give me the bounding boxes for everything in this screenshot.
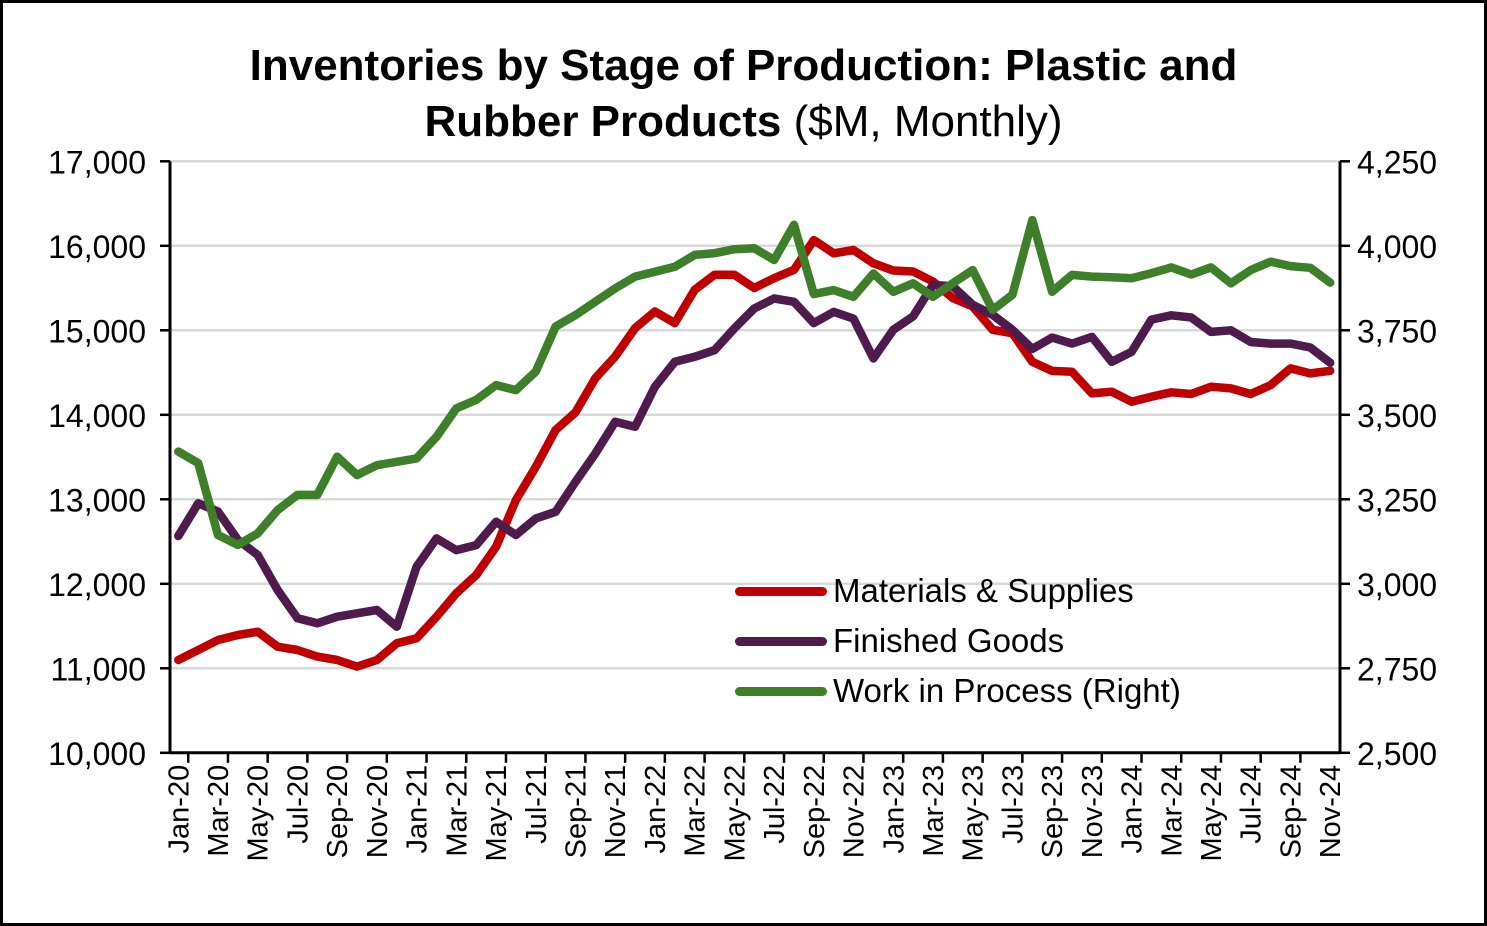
left-y-tick-label: 13,000: [48, 482, 146, 518]
left-y-tick-label: 16,000: [48, 229, 146, 265]
series-lines: [174, 215, 1335, 671]
x-tick-label: Nov-20: [362, 765, 394, 859]
x-tick-label: Mar-22: [680, 765, 712, 857]
left-y-tick-label: 11,000: [51, 651, 147, 687]
x-tick-label: Nov-21: [600, 765, 632, 859]
x-tick-label: May-22: [719, 765, 751, 862]
x-axis-labels: Jan-20 Mar-20 May-20 Jul-20 Sep-20 Nov-20 Jan-…: [163, 765, 1347, 862]
x-tick-label: Jan-24: [1117, 765, 1149, 854]
axes: [160, 160, 1350, 763]
x-tick-label: Jul-24: [1236, 765, 1268, 844]
legend-item-finished-goods: Finished Goods: [735, 616, 1181, 666]
x-tick-label: Jan-21: [402, 765, 434, 854]
right-y-axis-labels: 2,500 2,750 3,000 3,250 3,500 3,750 4,000 4,250: [1357, 144, 1437, 772]
legend-label: Materials & Supplies: [833, 572, 1134, 609]
x-tick-label: Sep-21: [561, 765, 593, 859]
legend-item-work-in-process: Work in Process (Right): [735, 666, 1181, 716]
legend: Materials & Supplies Finished Goods Work…: [735, 566, 1181, 716]
x-tick-label: Jan-23: [878, 765, 910, 854]
legend-swatch-purple: [735, 636, 827, 646]
legend-item-materials-supplies: Materials & Supplies: [735, 566, 1181, 616]
legend-swatch-green: [735, 686, 827, 696]
left-y-axis-labels: 10,000 11,000 12,000 13,000 14,000 15,000 16,0…: [48, 144, 147, 772]
x-tick-label: Mar-24: [1156, 765, 1188, 857]
x-tick-label: Mar-23: [918, 765, 950, 857]
legend-label: Work in Process (Right): [833, 672, 1181, 709]
x-tick-label: Jan-20: [163, 765, 195, 854]
series-line-work-in-process-right-: [174, 215, 1335, 550]
legend-swatch-red: [735, 586, 827, 596]
left-y-tick-label: 12,000: [48, 567, 146, 603]
left-y-tick-label: 14,000: [48, 398, 146, 434]
x-tick-label: May-20: [243, 765, 275, 862]
x-tick-label: Jul-20: [282, 765, 314, 844]
x-tick-label: Sep-22: [799, 765, 831, 859]
x-tick-label: May-24: [1196, 765, 1228, 862]
right-y-tick-label: 3,500: [1357, 398, 1437, 434]
x-tick-label: Nov-23: [1077, 765, 1109, 859]
x-tick-label: Jul-23: [997, 765, 1029, 844]
left-y-tick-label: 10,000: [48, 736, 146, 772]
x-tick-label: Mar-20: [203, 765, 235, 857]
right-y-tick-label: 4,000: [1357, 229, 1437, 265]
chart-subtitle: ($M, Monthly): [793, 97, 1063, 146]
right-y-tick-label: 4,250: [1357, 144, 1437, 180]
x-tick-label: Jul-21: [521, 765, 553, 844]
chart-title-line2: Rubber Products ($M, Monthly): [0, 94, 1487, 150]
right-y-tick-label: 2,750: [1357, 651, 1437, 687]
right-y-tick-label: 2,500: [1357, 736, 1437, 772]
left-y-tick-label: 17,000: [48, 144, 146, 180]
x-tick-label: Nov-24: [1315, 765, 1347, 859]
x-tick-label: Jul-22: [759, 765, 791, 844]
x-tick-label: Sep-24: [1275, 765, 1307, 859]
left-y-tick-label: 15,000: [48, 313, 146, 349]
series-line-materials-supplies: [174, 235, 1335, 671]
right-y-tick-label: 3,250: [1357, 482, 1437, 518]
x-tick-label: Mar-21: [441, 765, 473, 857]
right-y-tick-label: 3,000: [1357, 567, 1437, 603]
chart-title-bold: Rubber Products: [424, 97, 782, 146]
x-tick-label: May-21: [481, 765, 513, 862]
x-tick-label: May-23: [958, 765, 990, 862]
x-tick-label: Jan-22: [640, 765, 672, 854]
legend-label: Finished Goods: [833, 622, 1065, 659]
x-tick-label: Sep-20: [322, 765, 354, 859]
x-tick-label: Nov-22: [839, 765, 871, 859]
chart-title: Inventories by Stage of Production: Plas…: [0, 38, 1487, 150]
x-tick-label: Sep-23: [1037, 765, 1069, 859]
chart-title-line1: Inventories by Stage of Production: Plas…: [249, 41, 1238, 90]
right-y-tick-label: 3,750: [1357, 313, 1437, 349]
series-line-finished-goods: [174, 280, 1335, 631]
